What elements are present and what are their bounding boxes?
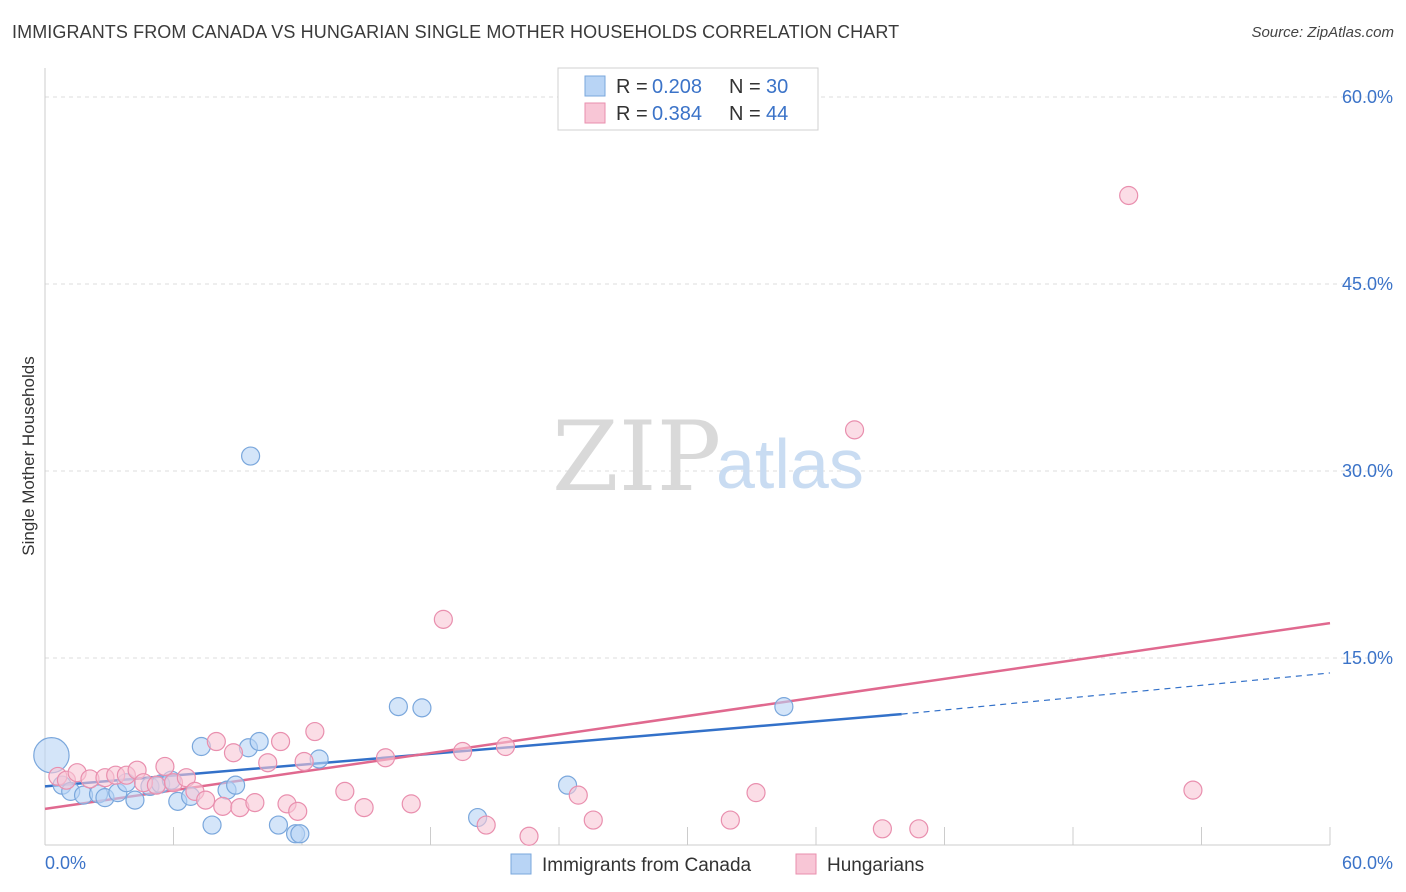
canada-point-20 [249, 731, 269, 752]
watermark: ZIP atlas [552, 401, 864, 513]
hungarian-point-23 [288, 801, 308, 821]
chart-title: IMMIGRANTS FROM CANADA VS HUNGARIAN SING… [12, 22, 900, 42]
y-tick-label-2: 45.0% [1342, 274, 1393, 294]
hungarian-point-9 [146, 775, 166, 795]
hungarian-point-38 [746, 783, 766, 803]
hungarian-point-26 [335, 781, 355, 801]
hungarian-point-29 [401, 794, 421, 814]
canada-point-25 [388, 697, 408, 717]
canada-point-21 [268, 815, 289, 835]
hungarian-point-36 [583, 810, 603, 830]
hungarian-point-33 [495, 736, 516, 757]
hungarian-point-19 [245, 793, 265, 813]
axes [44, 68, 1331, 846]
canada-point-15 [202, 815, 222, 835]
hungarian-point-28 [375, 748, 396, 768]
x-tick-label-1: 60.0% [1342, 853, 1393, 873]
canada-point-29 [774, 697, 794, 717]
y-tick-label-1: 30.0% [1342, 461, 1393, 481]
canada-point-19 [241, 446, 261, 466]
hungarian-point-27 [354, 797, 374, 818]
tick-labels: 15.0% 30.0% 45.0% 60.0% 0.0% 60.0% [45, 87, 1393, 873]
canada-point-17 [226, 775, 246, 795]
legend-r-value-1: 0.208 [652, 76, 702, 98]
bottom-legend-label-canada: Immigrants from Canada [542, 855, 752, 876]
legend-n-value-1: 30 [766, 76, 788, 98]
bottom-legend-swatch-blue [510, 853, 532, 875]
hungarian-point-31 [453, 741, 473, 762]
legend-n-value-2: 44 [766, 103, 788, 125]
canada-point-23 [290, 824, 310, 844]
legend-r-value-2: 0.384 [652, 103, 702, 125]
hungarian-point-15 [206, 731, 226, 752]
hungarian-point-21 [270, 731, 291, 752]
legend-n-label-1: N = [729, 76, 761, 98]
legend-r-label-2: R = [616, 103, 648, 125]
data-points [33, 185, 1203, 846]
hungarian-point-39 [844, 420, 865, 440]
hungarian-point-30 [433, 609, 453, 629]
hungarian-point-41 [909, 819, 929, 839]
series-legend: Immigrants from Canada Hungarians [510, 853, 924, 876]
canada-point-26 [412, 698, 432, 718]
hungarian-point-24 [294, 751, 314, 772]
y-axis-label: Single Mother Households [19, 356, 38, 555]
hungarian-trend-line [44, 621, 1331, 811]
canada-point-8 [125, 790, 145, 810]
grid [45, 96, 1390, 659]
hungarian-point-34 [519, 826, 539, 846]
y-tick-label-0: 15.0% [1342, 648, 1393, 668]
legend-swatch-pink [584, 102, 606, 124]
hungarian-point-35 [568, 785, 588, 805]
correlation-legend: R = 0.208 N = 30 R = 0.384 N = 44 [557, 67, 819, 131]
watermark-zip: ZIP [552, 401, 721, 513]
canada-trend-extension [901, 672, 1331, 715]
hungarian-point-37 [720, 810, 740, 830]
watermark-atlas: atlas [716, 425, 864, 503]
hungarian-point-40 [872, 819, 892, 839]
hungarian-point-43 [1183, 780, 1203, 800]
canada-point-0 [33, 736, 70, 774]
hungarian-point-17 [223, 743, 244, 763]
legend-swatch-blue [584, 75, 606, 97]
hungarian-point-10 [155, 756, 175, 777]
hungarian-point-25 [305, 721, 325, 742]
bottom-legend-swatch-pink [795, 853, 817, 875]
hungarian-point-32 [476, 815, 496, 835]
x-tick-label-0: 0.0% [45, 853, 86, 873]
hungarian-point-42 [1119, 185, 1139, 206]
hungarian-point-12 [176, 768, 196, 788]
legend-r-label-1: R = [616, 76, 648, 98]
y-tick-label-3: 60.0% [1342, 87, 1393, 107]
hungarian-point-20 [258, 753, 278, 773]
legend-n-label-2: N = [729, 103, 761, 125]
bottom-legend-label-hungarians: Hungarians [827, 855, 924, 876]
hungarian-point-14 [196, 790, 216, 810]
source-label: Source: ZipAtlas.com [1251, 24, 1394, 41]
hungarian-point-16 [213, 796, 233, 816]
